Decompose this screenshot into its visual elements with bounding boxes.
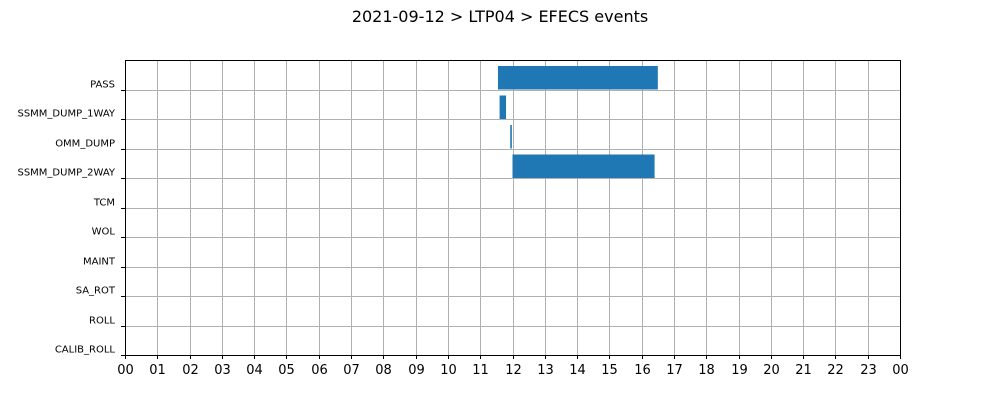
y-tick-label: SSMM_DUMP_1WAY bbox=[17, 109, 115, 120]
x-tick-label: 04 bbox=[246, 363, 263, 378]
event-bar-pass bbox=[497, 66, 658, 90]
event-bar-ssmm-dump-1way bbox=[499, 95, 507, 119]
x-tick-label: 03 bbox=[214, 363, 231, 378]
x-tick-label: 16 bbox=[634, 363, 651, 378]
y-tick-label: MAINT bbox=[83, 257, 116, 268]
x-tick-label: 06 bbox=[311, 363, 328, 378]
x-tick-label: 17 bbox=[666, 363, 683, 378]
event-bars bbox=[497, 66, 658, 178]
y-tick-label: SA_ROT bbox=[76, 286, 116, 297]
x-tick-label: 08 bbox=[375, 363, 392, 378]
y-tick-label: ROLL bbox=[89, 316, 115, 327]
y-axis-ticks: PASS SSMM_DUMP_1WAY OMM_DUMP SSMM_DUMP_2WAY… bbox=[17, 80, 125, 356]
x-tick-label: 20 bbox=[763, 363, 780, 378]
x-tick-label: 13 bbox=[537, 363, 554, 378]
x-axis-ticks: 00 01 02 03 04 05 06 07 08 09 10 11 12 13 14 15 16 17 18 19… bbox=[117, 355, 909, 378]
x-tick-label: 01 bbox=[149, 363, 166, 378]
y-tick-label: SSMM_DUMP_2WAY bbox=[17, 168, 115, 179]
x-tick-label: 18 bbox=[698, 363, 715, 378]
x-tick-label: 05 bbox=[278, 363, 295, 378]
y-tick-label: PASS bbox=[90, 80, 115, 91]
chart-title: 2021-09-12 > LTP04 > EFECS events bbox=[352, 7, 648, 26]
x-tick-label: 00 bbox=[117, 363, 134, 378]
x-tick-label: 07 bbox=[343, 363, 360, 378]
x-tick-label: 09 bbox=[408, 363, 425, 378]
x-tick-label: 23 bbox=[860, 363, 877, 378]
x-tick-label: 10 bbox=[440, 363, 457, 378]
x-tick-label: 21 bbox=[795, 363, 812, 378]
grid-lines bbox=[125, 60, 901, 356]
event-bar-ssmm-dump-2way bbox=[512, 154, 655, 178]
y-tick-label: CALIB_ROLL bbox=[55, 345, 116, 356]
x-tick-label: 00 bbox=[892, 363, 909, 378]
event-bar-omm-dump bbox=[510, 125, 512, 149]
x-tick-label: 12 bbox=[505, 363, 522, 378]
y-tick-label: WOL bbox=[92, 227, 116, 238]
x-tick-label: 15 bbox=[601, 363, 618, 378]
x-tick-label: 14 bbox=[569, 363, 586, 378]
x-tick-label: 19 bbox=[731, 363, 748, 378]
y-tick-label: OMM_DUMP bbox=[55, 139, 115, 150]
x-tick-label: 02 bbox=[182, 363, 199, 378]
y-tick-label: TCM bbox=[93, 198, 115, 209]
x-tick-label: 22 bbox=[827, 363, 844, 378]
x-tick-label: 11 bbox=[472, 363, 489, 378]
